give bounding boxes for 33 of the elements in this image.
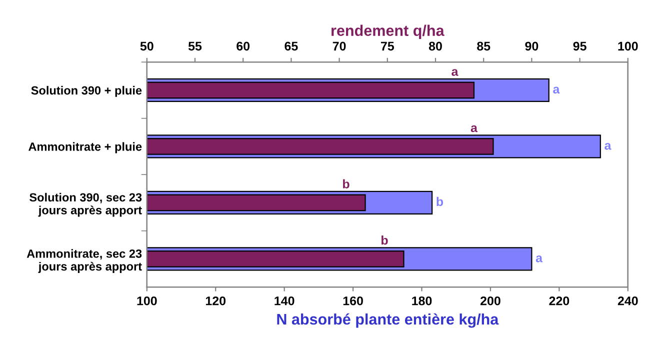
x2-tick-label: 80 <box>428 42 442 51</box>
data-label: a <box>553 86 560 94</box>
y-tick-label: Ammonitrate, sec 23 jours après apport <box>26 249 142 273</box>
x-tick-label: 120 <box>206 296 226 306</box>
data-label: b <box>436 196 444 206</box>
x-tick-label: 140 <box>274 296 294 306</box>
x2-tick-label: 55 <box>188 42 202 51</box>
x2-tick-label: 85 <box>477 42 490 51</box>
x2-tick-label: 90 <box>525 42 538 51</box>
data-label: b <box>382 236 388 245</box>
x-tick-label: 180 <box>412 296 432 306</box>
x-tick-label: 100 <box>137 296 157 306</box>
x2-tick-label: 50 <box>140 42 154 51</box>
y-tick-label: Ammonitrate + pluie <box>28 142 142 154</box>
x2-tick-label: 95 <box>573 42 586 51</box>
x2-tick-label: 100 <box>618 42 638 51</box>
data-label: a <box>604 142 612 150</box>
x2-tick-label: 75 <box>380 42 394 51</box>
x2-axis-title: rendement q/ha <box>332 24 444 40</box>
x-tick-label: 220 <box>549 296 570 306</box>
x2-tick-label: 65 <box>284 42 298 51</box>
data-label: a <box>452 69 458 76</box>
x-axis-title: N absorbé plante entière kg/ha <box>277 313 499 328</box>
x2-tick-label: 60 <box>236 42 250 51</box>
x-tick-label: 240 <box>618 296 638 306</box>
x2-tick-label: 70 <box>332 42 346 51</box>
data-label: b <box>343 179 350 188</box>
x-tick-label: 160 <box>343 296 363 306</box>
data-label: a <box>536 255 543 262</box>
y-tick-label: Solution 390, sec 23 jours après apport <box>30 192 142 217</box>
y-tick-label: Solution 390 + pluie <box>31 86 142 97</box>
x-tick-label: 200 <box>480 296 500 306</box>
data-label: a <box>470 125 478 132</box>
